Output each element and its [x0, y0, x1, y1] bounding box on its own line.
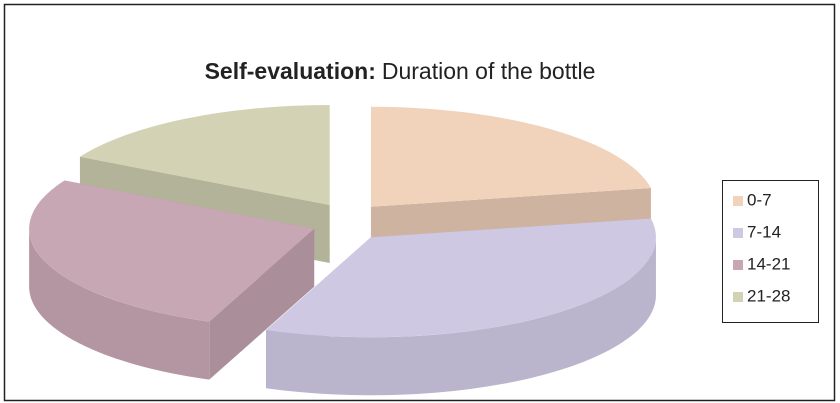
legend-swatch — [733, 292, 743, 302]
legend-label: 21-28 — [747, 286, 790, 305]
slice-top — [79, 104, 330, 205]
slice-wall — [266, 237, 656, 396]
legend-swatch — [733, 196, 743, 206]
slice-top — [266, 218, 656, 338]
legend-label: 0-7 — [747, 190, 772, 209]
legend-swatch — [733, 260, 743, 270]
title-bold: Self-evaluation: — [205, 58, 376, 84]
chart-title: Self-evaluation: Duration of the bottle — [205, 58, 596, 84]
legend-label: 14-21 — [747, 254, 790, 273]
slice-top — [29, 180, 315, 322]
title-rest: Duration of the bottle — [382, 58, 596, 84]
slice-wall — [29, 228, 210, 380]
slice-top — [370, 106, 651, 207]
legend-label: 7-14 — [747, 222, 781, 241]
legend-swatch — [733, 228, 743, 238]
